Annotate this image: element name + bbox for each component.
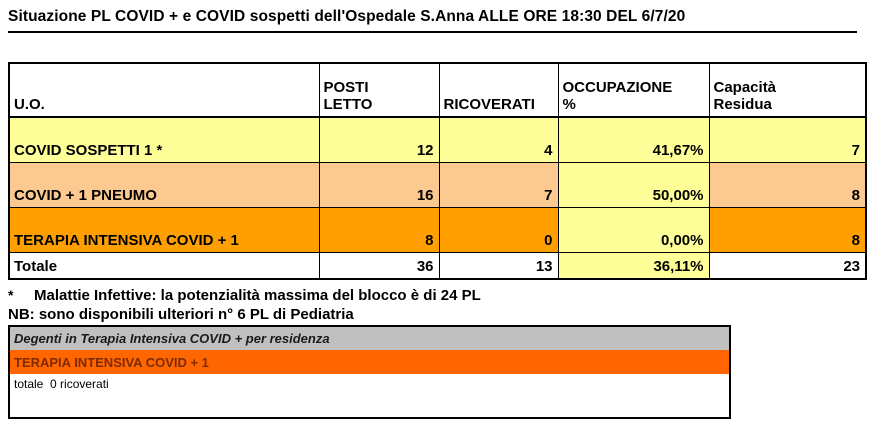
residence-box-header: Degenti in Terapia Intensiva COVID + per… xyxy=(10,327,729,350)
cell-uo: COVID + 1 PNEUMO xyxy=(8,161,320,208)
cell-ricoverati: 4 xyxy=(438,116,559,163)
residence-box-unit-row: TERAPIA INTENSIVA COVID + 1 xyxy=(10,350,729,374)
col-header-ricoverati: RICOVERATI xyxy=(438,62,559,118)
col-header-uo: U.O. xyxy=(8,62,320,118)
table-row-covid-pneumo: COVID + 1 PNEUMO 16 7 50,00% 8 xyxy=(8,161,867,208)
table-row-totale: Totale 36 13 36,11% 23 xyxy=(8,251,867,280)
table-row-covid-sospetti: COVID SOSPETTI 1 * 12 4 41,67% 7 xyxy=(8,116,867,163)
residence-box: Degenti in Terapia Intensiva COVID + per… xyxy=(8,325,731,419)
footnote-nb-line: NB: sono disponibili ulteriori n° 6 PL d… xyxy=(8,306,354,323)
covid-beds-table: U.O. POSTI LETTO RICOVERATI OCCUPAZIONE … xyxy=(8,62,867,280)
cell-capacita-residua: 8 xyxy=(708,206,867,253)
cell-capacita-residua: 23 xyxy=(708,251,867,280)
footnote-text: Malattie Infettive: la potenzialità mass… xyxy=(34,287,481,304)
table-row-terapia-intensiva: TERAPIA INTENSIVA COVID + 1 8 0 0,00% 8 xyxy=(8,206,867,253)
footnotes: * Malattie Infettive: la potenzialità mas… xyxy=(8,286,848,324)
header-row: U.O. POSTI LETTO RICOVERATI OCCUPAZIONE … xyxy=(8,62,867,118)
cell-posti-letto: 8 xyxy=(318,206,440,253)
cell-ricoverati: 0 xyxy=(438,206,559,253)
footnote-asterisk-line: * Malattie Infettive: la potenzialità mas… xyxy=(8,286,848,305)
cell-occupazione: 50,00% xyxy=(557,161,710,208)
cell-capacita-residua: 7 xyxy=(708,116,867,163)
col-header-occupazione: OCCUPAZIONE % xyxy=(557,62,710,118)
cell-uo: TERAPIA INTENSIVA COVID + 1 xyxy=(8,206,320,253)
cell-posti-letto: 36 xyxy=(318,251,440,280)
col-header-capacita-residua: Capacità Residua xyxy=(708,62,867,118)
cell-capacita-residua: 8 xyxy=(708,161,867,208)
cell-posti-letto: 12 xyxy=(318,116,440,163)
asterisk-marker: * xyxy=(8,287,14,303)
cell-occupazione: 41,67% xyxy=(557,116,710,163)
cell-uo: Totale xyxy=(8,251,320,280)
title-underline xyxy=(8,31,857,33)
cell-occupazione: 36,11% xyxy=(557,251,710,280)
cell-uo: COVID SOSPETTI 1 * xyxy=(8,116,320,163)
page-title: Situazione PL COVID + e COVID sospetti d… xyxy=(8,8,686,25)
cell-posti-letto: 16 xyxy=(318,161,440,208)
residence-box-total: totale 0 ricoverati xyxy=(14,377,109,391)
cell-ricoverati: 7 xyxy=(438,161,559,208)
col-header-posti-letto: POSTI LETTO xyxy=(318,62,440,118)
cell-occupazione: 0,00% xyxy=(557,206,710,253)
cell-ricoverati: 13 xyxy=(438,251,559,280)
